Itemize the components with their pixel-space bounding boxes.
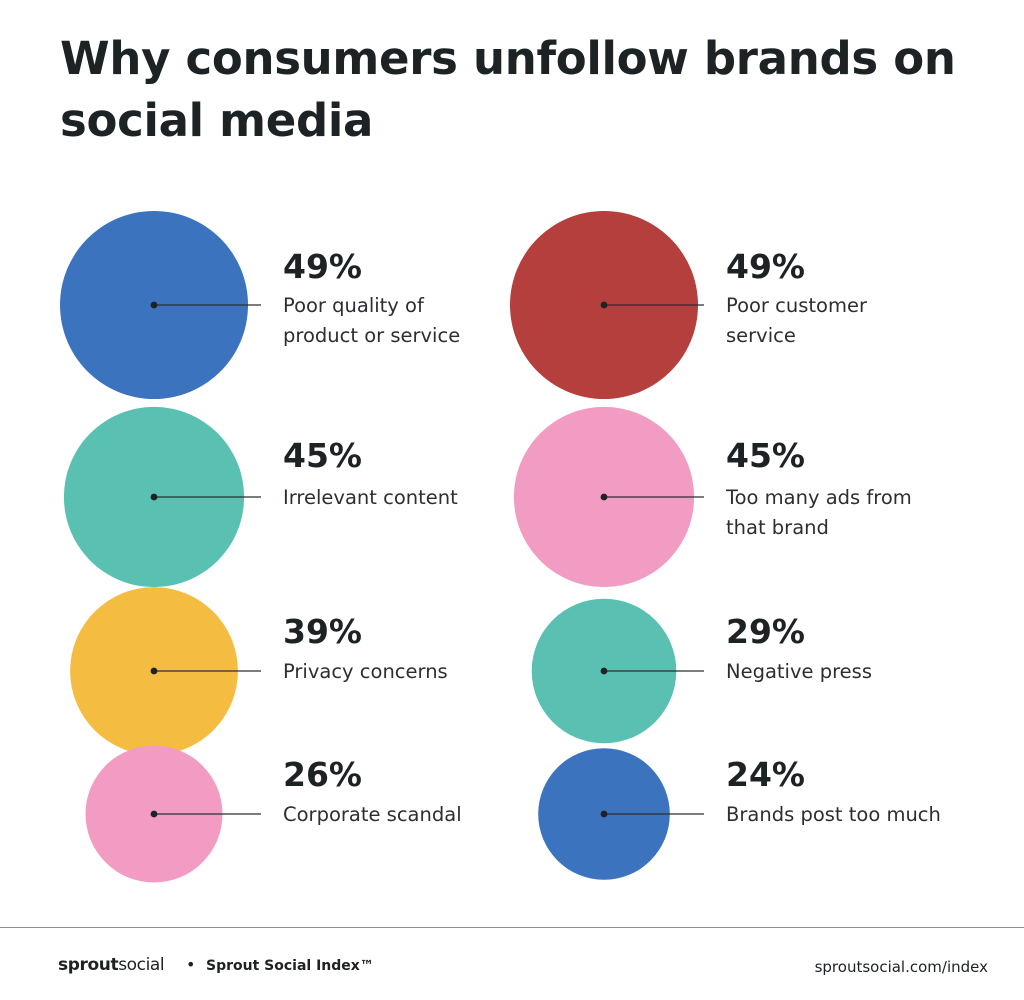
sproutsocial-logo: sproutsocial	[58, 955, 165, 975]
category-label-corporate-scandal-line-1: Corporate scandal	[283, 803, 462, 826]
value-label-too-many-ads-from-that-brand: 45%	[726, 436, 805, 475]
value-label-corporate-scandal: 26%	[283, 755, 362, 794]
bubble-chart: 49% Poor quality of product or service 49% P…	[60, 211, 941, 883]
category-label-too-many-ads-from-that-brand-line-2: that brand	[726, 516, 829, 539]
category-label-irrelevant-content-line-1: Irrelevant content	[283, 486, 458, 509]
leader-dot-too-many-ads-from-that-brand	[600, 493, 608, 501]
value-label-negative-press: 29%	[726, 612, 805, 651]
category-label-poor-quality-of-product-or-service-line-1: Poor quality of	[283, 294, 425, 317]
category-label-poor-quality-of-product-or-service-line-2: product or service	[283, 324, 460, 347]
footer-url[interactable]: sproutsocial.com/index	[814, 958, 988, 976]
category-label-too-many-ads-from-that-brand-line-1: Too many ads from	[725, 486, 912, 509]
footer-separator: •	[186, 955, 196, 974]
logo-text-social: social	[118, 955, 165, 975]
value-label-poor-quality-of-product-or-service: 49%	[283, 247, 362, 286]
leader-dot-brands-post-too-much	[600, 810, 608, 818]
leader-dot-negative-press	[600, 667, 608, 675]
leader-dot-corporate-scandal	[150, 810, 158, 818]
value-label-brands-post-too-much: 24%	[726, 755, 805, 794]
category-label-brands-post-too-much-line-1: Brands post too much	[726, 803, 941, 826]
leader-dot-poor-quality-of-product-or-service	[150, 301, 158, 309]
footer-index-label: Sprout Social Index™	[206, 958, 374, 974]
category-label-negative-press-line-1: Negative press	[726, 660, 872, 683]
category-label-poor-customer-service-line-2: service	[726, 324, 796, 347]
category-label-poor-customer-service-line-1: Poor customer	[726, 294, 868, 317]
value-label-irrelevant-content: 45%	[283, 436, 362, 475]
logo-text-sprout: sprout	[58, 955, 119, 975]
value-label-poor-customer-service: 49%	[726, 247, 805, 286]
value-label-privacy-concerns: 39%	[283, 612, 362, 651]
chart-title: Why consumers unfollow brands on social …	[60, 32, 956, 147]
category-label-privacy-concerns-line-1: Privacy concerns	[283, 660, 448, 683]
footer-divider	[0, 927, 1024, 928]
leader-dot-irrelevant-content	[150, 493, 158, 501]
leader-dot-privacy-concerns	[150, 667, 158, 675]
leader-dot-poor-customer-service	[600, 301, 608, 309]
